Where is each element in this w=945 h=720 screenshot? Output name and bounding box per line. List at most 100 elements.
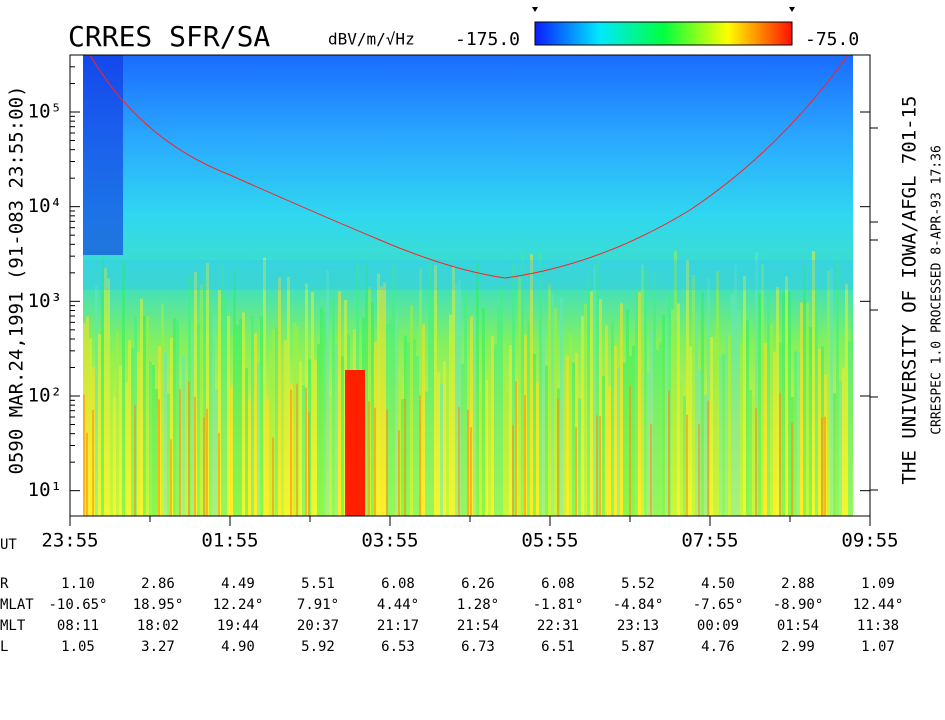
spectrogram-cell xyxy=(647,371,650,516)
ephemeris-label: L xyxy=(0,639,8,655)
spectrogram-cell xyxy=(626,309,629,516)
ephemeris-value: 19:44 xyxy=(217,618,259,634)
ephemeris-value: 18:02 xyxy=(137,618,179,634)
spectrogram-cell xyxy=(740,343,743,516)
spectrogram-cell xyxy=(173,318,176,516)
spectrogram-cell xyxy=(749,389,752,516)
spectrogram-cell xyxy=(125,382,128,516)
ephemeris-value: 23:13 xyxy=(617,618,659,634)
spectrogram-cell xyxy=(833,393,836,516)
spectrogram-cell xyxy=(83,394,85,516)
spectrogram-cell xyxy=(248,398,251,516)
spectrogram-cell xyxy=(443,360,446,516)
spectrogram-cell xyxy=(335,342,338,516)
ephemeris-value: 5.92 xyxy=(301,639,335,655)
spectrogram-cell xyxy=(233,268,236,516)
spectrogram-cell xyxy=(533,354,536,516)
colorbar xyxy=(534,21,793,46)
spectrogram-cell xyxy=(812,251,815,516)
spectrogram-cell xyxy=(425,391,428,516)
spectrogram-cell xyxy=(293,322,296,516)
spectrogram-cell xyxy=(188,381,190,516)
spectrogram-cell xyxy=(617,368,620,516)
spectrogram-cell xyxy=(86,316,89,516)
spectrogram-cell xyxy=(653,274,656,516)
spectrogram-cell xyxy=(278,277,281,516)
spectrogram-cell xyxy=(266,398,269,516)
spectrogram-cell xyxy=(620,303,623,516)
spectrogram-cell xyxy=(299,361,302,516)
spectrogram-cell xyxy=(638,291,641,516)
spectrogram-cell xyxy=(419,395,421,516)
spectrogram-cell xyxy=(98,334,101,516)
ephemeris-value: 6.08 xyxy=(541,576,575,592)
spectrogram-cell xyxy=(461,363,464,516)
spectrogram-cell xyxy=(851,302,853,516)
spectrogram-cell xyxy=(332,298,335,516)
ephemeris-value: -4.84° xyxy=(613,597,664,613)
spectrogram-cell xyxy=(557,398,559,516)
spectrogram-cell xyxy=(686,414,688,516)
spectrogram-cell xyxy=(503,343,506,516)
ephemeris-value: 22:31 xyxy=(537,618,579,634)
spectrogram-cell xyxy=(455,283,458,516)
spectrogram-cell xyxy=(146,315,149,516)
y-tick-label: 10¹ xyxy=(28,479,62,501)
ephemeris-value: 20:37 xyxy=(297,618,339,634)
spectrogram-cell xyxy=(101,257,104,516)
spectrogram-cell xyxy=(551,294,554,516)
spectrogram-cell xyxy=(428,262,431,516)
spectrogram-cell xyxy=(110,350,113,516)
spectrogram-cell xyxy=(665,327,668,516)
spectrogram-cell xyxy=(413,339,416,516)
spectrogram-cell xyxy=(230,385,233,516)
spectrogram-cell xyxy=(380,286,383,516)
spectrogram-cell xyxy=(761,264,764,516)
ephemeris-value: 4.49 xyxy=(221,576,255,592)
spectrogram-cell xyxy=(116,332,119,516)
spectrogram-cell xyxy=(710,336,713,516)
colorbar-max: -75.0 xyxy=(805,29,859,50)
spectrogram-cell xyxy=(818,348,821,516)
spectrogram-cell xyxy=(272,329,275,516)
spectrogram-cell xyxy=(452,266,455,516)
spectrogram-cell xyxy=(440,383,443,516)
spectrogram-cell xyxy=(89,338,92,516)
spectrogram-cell xyxy=(743,275,746,516)
spectrogram-cell xyxy=(569,334,572,516)
spectrogram-cell xyxy=(179,389,181,516)
spectrogram-cell xyxy=(329,394,332,516)
spectrogram-cell xyxy=(476,262,479,516)
spectrogram-cell xyxy=(521,252,524,516)
spectrogram-cell xyxy=(803,265,806,516)
spectrogram-cell xyxy=(323,311,326,516)
spectrogram-cell xyxy=(122,261,125,516)
ephemeris-value: 3.27 xyxy=(141,639,175,655)
spectrogram-cell xyxy=(491,335,494,516)
spectrogram-cell xyxy=(473,314,476,516)
spectrogram-cell xyxy=(584,304,587,516)
y-tick-label: 10³ xyxy=(28,290,62,312)
spectrogram-cell xyxy=(155,389,158,516)
ephemeris-value: -10.65° xyxy=(48,597,107,613)
ephemeris-value: 6.73 xyxy=(461,639,495,655)
spectrogram-cell xyxy=(827,270,830,516)
ephemeris-value: 6.51 xyxy=(541,639,575,655)
spectrogram-cell xyxy=(752,396,755,516)
ephemeris-value: 2.88 xyxy=(781,576,815,592)
spectrogram-cell xyxy=(716,271,719,516)
spectrogram-cell xyxy=(374,407,376,516)
spectrogram-cell xyxy=(539,252,542,516)
ephemeris-value: 1.05 xyxy=(61,639,95,655)
spectrogram-cell xyxy=(719,356,722,516)
spectrogram-cell xyxy=(575,427,577,516)
spectrogram-cell xyxy=(659,343,662,516)
spectrogram-cell xyxy=(320,307,323,516)
spectrogram-cell xyxy=(500,285,503,516)
spectrogram-cell xyxy=(395,314,398,516)
spectrogram-cell xyxy=(104,268,107,516)
spectrogram-cell xyxy=(542,325,545,516)
spectrogram-cell xyxy=(587,274,590,516)
spectrogram-cell xyxy=(392,264,395,516)
